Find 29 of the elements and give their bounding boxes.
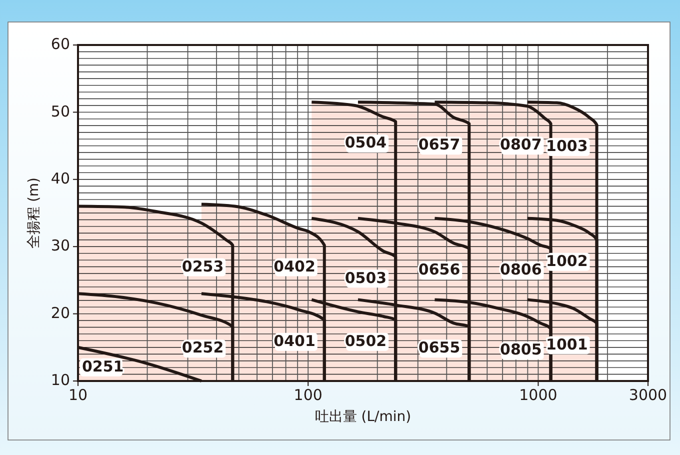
y-tick-label: 10 [50,371,70,390]
series-label: 0806 [500,260,542,279]
series-label: 0656 [418,260,460,279]
series-label: 1002 [546,252,588,270]
y-tick-label: 30 [50,236,70,255]
series-label: 0807 [500,136,542,154]
series-label: 1001 [546,335,588,354]
x-tick-label: 1000 [519,386,558,404]
series-label: 0253 [182,257,224,276]
series-label: 0502 [344,332,387,350]
series-label: 0251 [82,357,124,376]
series-label: 0657 [418,136,460,154]
y-tick-label: 20 [50,304,70,322]
series-label: 0655 [418,338,460,357]
y-tick-label: 50 [50,102,70,120]
series-label: 0503 [344,268,387,287]
y-axis-title: 全揚程 (m) [26,177,42,249]
x-tick-label: 100 [294,386,322,404]
x-tick-label: 3000 [628,386,668,404]
series-label: 0504 [344,134,387,152]
series-label: 0252 [182,338,224,357]
y-tick-label: 40 [50,169,70,188]
x-tick-label: 10 [68,386,88,404]
series-label: 0402 [274,257,316,276]
x-axis-title: 吐出量 (L/min) [314,409,412,425]
y-tick-label: 60 [50,35,70,54]
series-label: 1003 [546,137,588,156]
series-label: 0805 [500,340,542,359]
series-label: 0401 [274,332,316,350]
